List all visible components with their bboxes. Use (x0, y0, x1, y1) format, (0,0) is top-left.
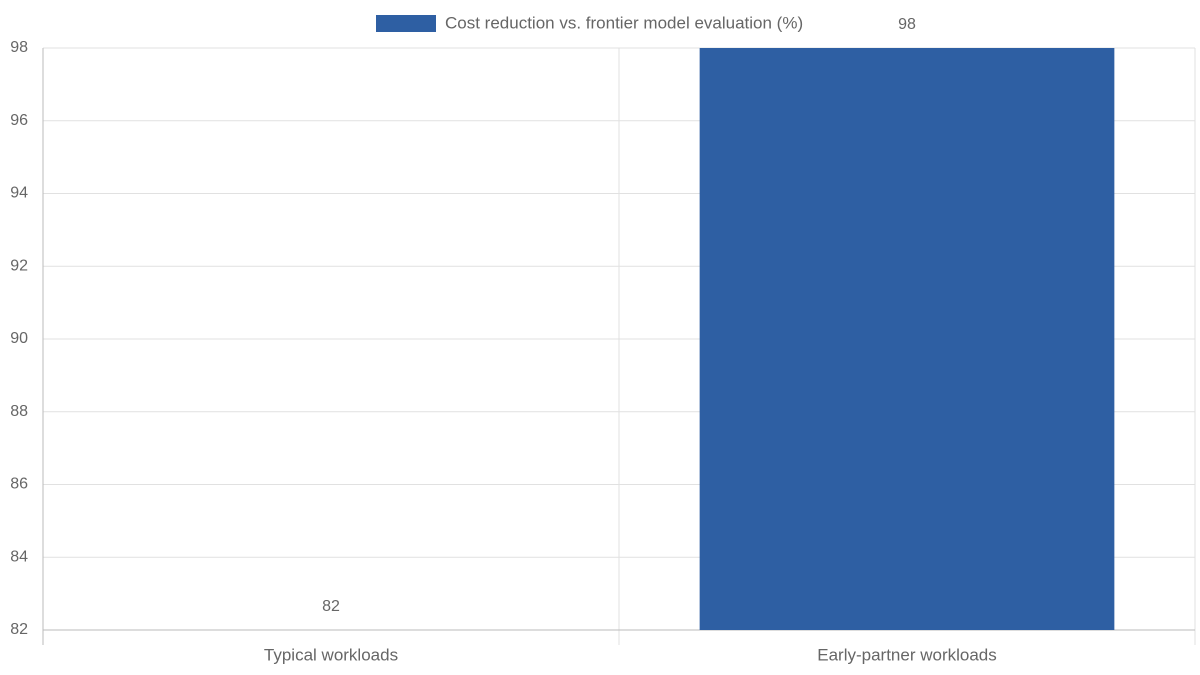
value-label: 82 (322, 598, 340, 615)
y-tick-label: 92 (10, 257, 28, 274)
value-label: 98 (898, 16, 916, 33)
legend-label: Cost reduction vs. frontier model evalua… (445, 13, 803, 32)
y-tick-label: 86 (10, 476, 28, 493)
y-tick-label: 84 (10, 548, 28, 565)
x-tick-label: Typical workloads (264, 645, 398, 664)
y-tick-label: 96 (10, 112, 28, 129)
x-tick-label: Early-partner workloads (817, 645, 997, 664)
y-tick-label: 98 (10, 39, 28, 56)
y-tick-label: 90 (10, 330, 28, 347)
y-tick-label: 82 (10, 621, 28, 638)
bar (699, 48, 1115, 630)
y-tick-label: 94 (10, 185, 28, 202)
legend-swatch (376, 15, 436, 32)
y-tick-label: 88 (10, 403, 28, 420)
